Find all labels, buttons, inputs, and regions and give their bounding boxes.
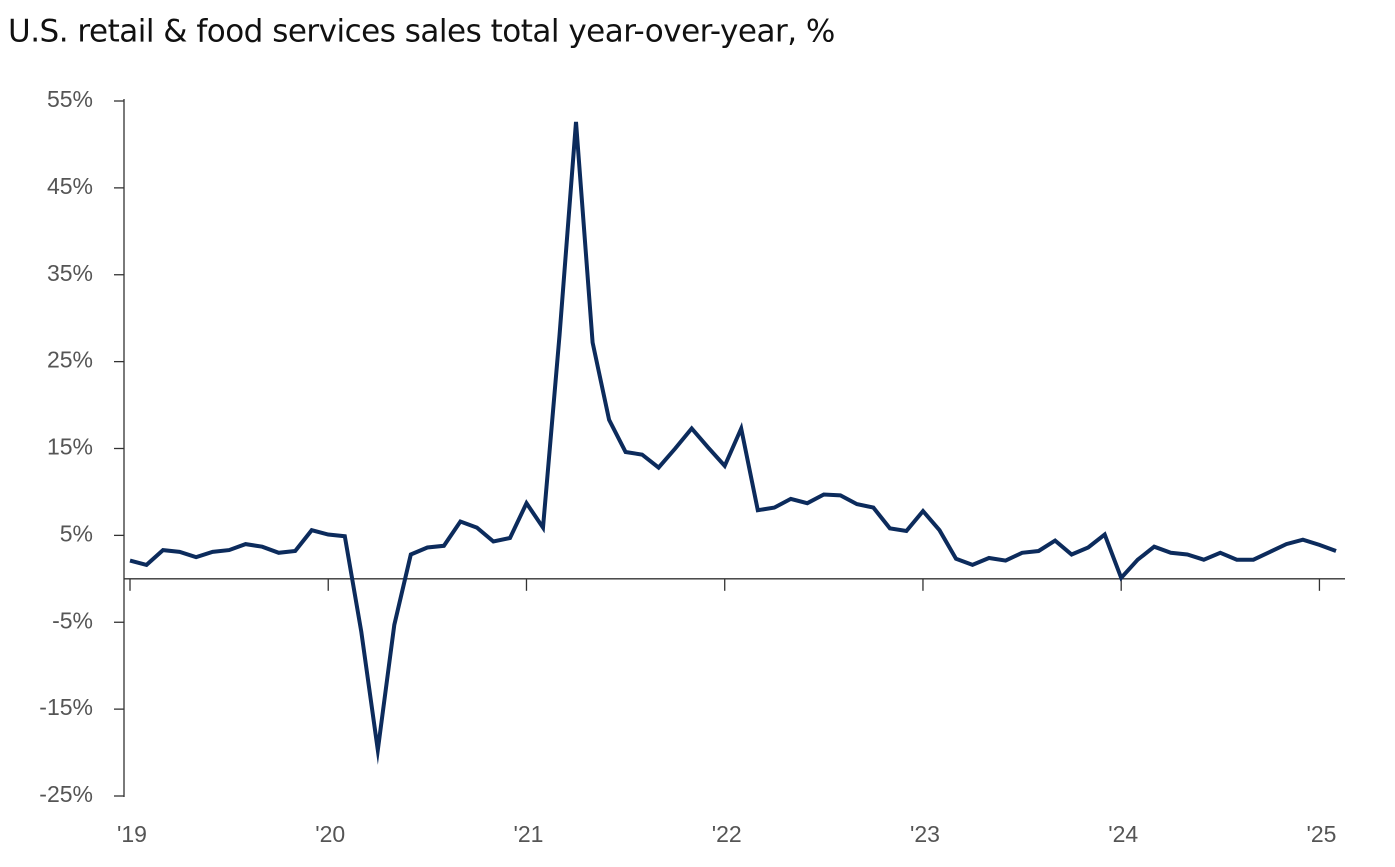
- y-tick-label: 35%: [47, 260, 93, 286]
- chart-title: U.S. retail & food services sales total …: [8, 14, 835, 50]
- y-tick-label: -5%: [52, 607, 93, 633]
- x-tick-label: '24: [1108, 821, 1138, 847]
- x-tick-label: '19: [117, 821, 147, 847]
- x-tick-label: '21: [513, 821, 543, 847]
- y-tick-label: 55%: [47, 86, 93, 112]
- y-tick-label: 45%: [47, 173, 93, 199]
- y-tick-label: -15%: [39, 694, 93, 720]
- x-tick-label: '25: [1306, 821, 1336, 847]
- x-tick-label: '20: [315, 821, 345, 847]
- data-line: [129, 121, 1337, 765]
- y-tick-label: 15%: [47, 434, 93, 460]
- y-tick-label: 25%: [47, 347, 93, 373]
- x-tick-label: '22: [712, 821, 742, 847]
- y-tick-label: -25%: [39, 781, 93, 807]
- x-tick-label: '23: [910, 821, 940, 847]
- y-tick-label: 5%: [60, 520, 93, 546]
